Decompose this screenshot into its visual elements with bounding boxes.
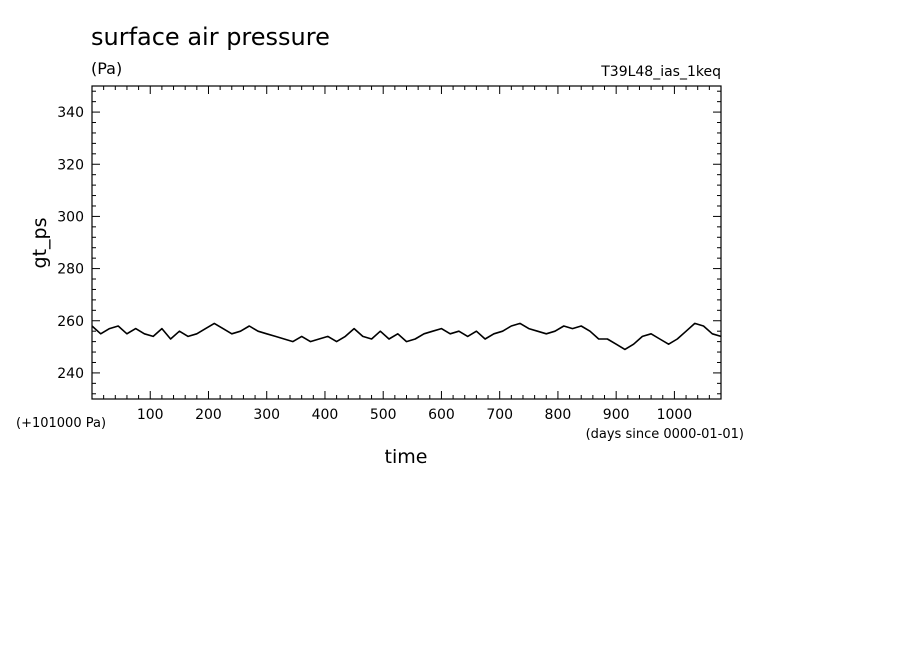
series-group — [91, 322, 722, 351]
y-tick-labels: 240 260 280 300 320 340 — [57, 105, 84, 382]
chart-title: surface air pressure — [91, 23, 330, 51]
x-tick-label: 500 — [370, 407, 397, 423]
x-tick-label: 700 — [486, 407, 513, 423]
x-tick-label: 200 — [195, 407, 222, 423]
x-tick-label: 800 — [545, 407, 572, 423]
x-tick-label: 400 — [312, 407, 339, 423]
x-tick-label: 100 — [137, 407, 164, 423]
y-tick-label: 280 — [57, 262, 84, 278]
y-tick-label: 260 — [57, 314, 84, 330]
x-tick-label: 1000 — [657, 407, 693, 423]
tick-marks — [92, 86, 721, 399]
plot-frame — [91, 85, 722, 400]
y-tick-label: 340 — [57, 105, 84, 121]
run-label: T39L48_ias_1keq — [600, 64, 721, 80]
x-tick-label: 600 — [428, 407, 455, 423]
x-tick-label: 300 — [253, 407, 280, 423]
y-tick-label: 320 — [57, 157, 84, 173]
x-axis-label: time — [385, 446, 428, 468]
x-tick-labels: 100 200 300 400 500 600 700 800 900 1000 — [137, 407, 692, 423]
x-tick-label: 900 — [603, 407, 630, 423]
y-tick-label: 300 — [57, 209, 84, 225]
x-units-note: (days since 0000-01-01) — [586, 427, 744, 442]
y-axis-label: gt_ps — [29, 218, 51, 269]
series-line — [91, 322, 722, 351]
y-offset-note: (+101000 Pa) — [16, 416, 106, 431]
units-label: (Pa) — [91, 59, 122, 78]
y-tick-label: 240 — [57, 366, 84, 382]
